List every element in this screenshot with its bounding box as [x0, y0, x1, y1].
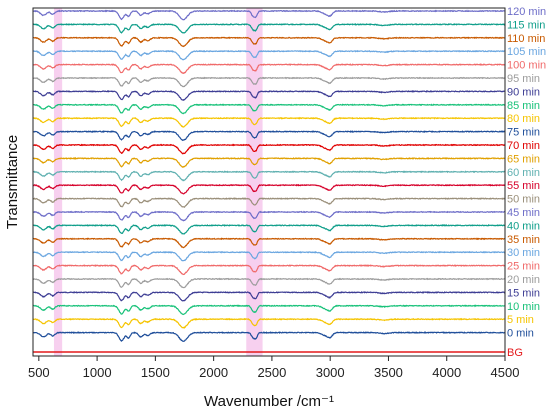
series-label: 45 min — [507, 207, 540, 219]
series-lines — [32, 9, 506, 353]
series-label: 65 min — [507, 153, 540, 165]
series-label: 80 min — [507, 113, 540, 125]
series-label: 40 min — [507, 220, 540, 232]
series-line-60-min — [32, 170, 506, 182]
x-tick-label: 2000 — [199, 365, 228, 380]
series-line-25-min — [32, 264, 505, 276]
series-line-65-min — [32, 156, 506, 168]
series-line-50-min — [32, 197, 506, 208]
series-label: 30 min — [507, 247, 540, 259]
highlight-bands — [53, 8, 263, 356]
x-tick-label: 1500 — [141, 365, 170, 380]
series-line-5-min — [32, 317, 505, 330]
series-line-10-min — [32, 304, 505, 316]
series-line-120-min — [32, 9, 506, 21]
series-line-55-min — [32, 183, 506, 195]
highlight-band-1 — [53, 8, 63, 356]
series-label: BG — [507, 347, 523, 359]
x-ticks: 500 1000 1500 2000 2500 3000 3500 4000 4500 — [28, 356, 519, 380]
series-label: 115 min — [507, 19, 545, 31]
x-tick-label: 1000 — [83, 365, 112, 380]
series-label: 15 min — [507, 287, 540, 299]
y-axis-label: Transmittance — [4, 135, 21, 229]
series-line-80-min — [32, 116, 506, 128]
series-line-110-min — [32, 36, 506, 48]
series-line-70-min — [32, 143, 506, 155]
series-line-75-min — [32, 130, 506, 142]
series-label: 0 min — [507, 328, 534, 340]
series-label: 95 min — [507, 73, 540, 85]
series-line-45-min — [32, 210, 506, 222]
series-line-35-min — [32, 237, 506, 249]
series-line-90-min — [32, 90, 506, 102]
series-line-95-min — [32, 76, 506, 88]
series-label: 90 min — [507, 86, 540, 98]
x-tick-label: 3500 — [374, 365, 403, 380]
series-line-115-min — [32, 23, 506, 34]
series-line-15-min — [32, 291, 506, 302]
series-label: 85 min — [507, 100, 540, 112]
series-line-85-min — [32, 103, 506, 115]
x-tick-label: 2500 — [257, 365, 286, 380]
x-tick-label: 500 — [28, 365, 50, 380]
series-label: 120 min — [507, 6, 546, 18]
series-label: 60 min — [507, 167, 540, 179]
series-label: 25 min — [507, 261, 540, 273]
series-line-100-min — [32, 63, 506, 74]
series-label: 70 min — [507, 140, 540, 152]
series-line-0-min — [32, 331, 506, 343]
series-label: 110 min — [507, 33, 545, 45]
highlight-band-2 — [246, 8, 263, 356]
series-line-40-min — [32, 223, 506, 235]
series-label: 10 min — [507, 301, 540, 313]
series-label: 55 min — [507, 180, 540, 192]
series-line-30-min — [32, 250, 506, 262]
series-label: 105 min — [507, 46, 546, 58]
plot-frame — [32, 7, 506, 357]
x-tick-label: 3000 — [316, 365, 345, 380]
series-label: 75 min — [507, 127, 540, 139]
series-label: 100 min — [507, 60, 546, 72]
series-label: 5 min — [507, 314, 534, 326]
x-tick-label: 4500 — [491, 365, 520, 380]
x-tick-label: 4000 — [432, 365, 461, 380]
series-label: 50 min — [507, 194, 540, 206]
series-line-20-min — [32, 277, 505, 289]
series-line-105-min — [32, 49, 506, 61]
x-axis-label: Wavenumber /cm⁻¹ — [204, 393, 334, 410]
series-label: 35 min — [507, 234, 540, 246]
series-label: 20 min — [507, 274, 540, 286]
